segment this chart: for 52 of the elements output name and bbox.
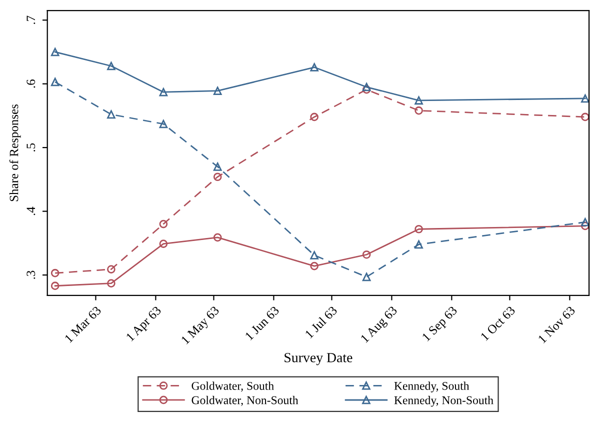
- legend-label: Kennedy, Non-South: [394, 396, 494, 407]
- x-tick-label: 1 Aug 63: [360, 306, 400, 345]
- y-tick-label: .4: [26, 206, 36, 216]
- x-tick-label: 1 Nov 63: [538, 306, 576, 344]
- point: [310, 112, 318, 122]
- point: [362, 85, 371, 94]
- point: [50, 78, 60, 86]
- point: [362, 82, 371, 92]
- point: [50, 282, 60, 290]
- point: [50, 48, 60, 56]
- point: [310, 251, 318, 260]
- point: [581, 222, 590, 230]
- point: [362, 250, 371, 259]
- y-tick-label: .7: [26, 16, 36, 24]
- x-tick-label: 1 Sep 63: [422, 306, 460, 344]
- y-tick-label: .5: [26, 143, 36, 152]
- legend-label: Goldwater, Non-South: [192, 396, 298, 406]
- point: [107, 265, 116, 274]
- legend-label: Goldwater, South: [192, 382, 274, 392]
- point: [107, 279, 116, 288]
- y-tick-label: .3: [26, 270, 36, 279]
- point: [50, 268, 60, 278]
- point: [581, 112, 590, 122]
- point: [107, 62, 116, 70]
- point: [414, 106, 423, 115]
- point: [414, 224, 423, 234]
- y-axis-title: Share of Responses: [9, 104, 21, 202]
- point: [213, 162, 222, 171]
- x-tick-label: 1 Apr 63: [126, 306, 164, 344]
- point: [159, 240, 168, 248]
- point: [414, 240, 423, 249]
- point: [159, 120, 168, 128]
- x-tick-label: 1 May 63: [180, 306, 222, 346]
- point: [581, 218, 590, 226]
- point: [310, 262, 318, 270]
- point: [310, 63, 318, 72]
- x-tick-label: 1 Oct 63: [480, 306, 516, 342]
- point: [213, 172, 222, 182]
- x-tick-label: 1 Mar 63: [64, 306, 102, 343]
- legend-label: Kennedy, South: [394, 382, 470, 392]
- point: [581, 94, 590, 103]
- y-tick-label: .6: [26, 80, 36, 88]
- point: [159, 220, 168, 228]
- point: [213, 86, 222, 96]
- x-axis-title: Survey Date: [284, 352, 352, 366]
- point: [414, 96, 423, 105]
- point: [362, 272, 371, 282]
- point: [159, 88, 168, 96]
- x-tick-label: 1 Jul 63: [304, 305, 338, 339]
- point: [213, 233, 222, 242]
- x-tick-label: 1 Jun 63: [244, 306, 280, 341]
- point: [107, 110, 116, 119]
